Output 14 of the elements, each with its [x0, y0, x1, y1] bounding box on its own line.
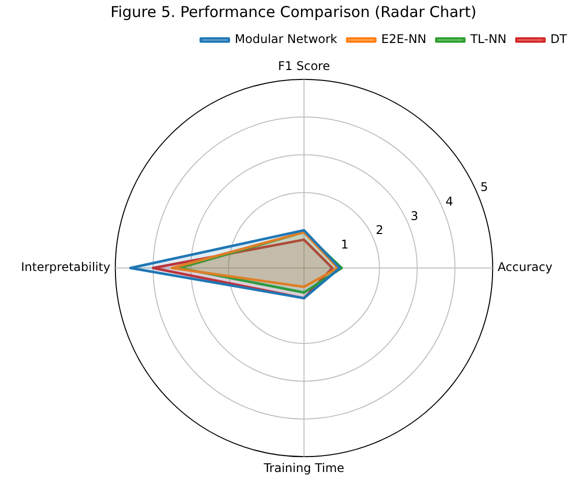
- y-tick-label: 5: [480, 180, 488, 194]
- y-tick-label: 1: [340, 238, 349, 252]
- spoke-label: Training Time: [262, 461, 344, 476]
- spoke-label: F1 Score: [278, 59, 330, 74]
- chart-title: Figure 5. Performance Comparison (Radar Chart): [110, 2, 476, 21]
- legend-label: E2E-NN: [381, 32, 426, 46]
- y-tick-label: 3: [410, 208, 418, 223]
- y-tick-label: 4: [445, 194, 454, 208]
- legend-label: Modular Network: [234, 32, 338, 46]
- spoke-label: Accuracy: [498, 260, 552, 274]
- y-tick-label: 2: [376, 223, 384, 238]
- spoke-label: Interpretability: [20, 260, 110, 274]
- legend-label: DT: [550, 32, 568, 46]
- legend-label: TL-NN: [469, 32, 506, 46]
